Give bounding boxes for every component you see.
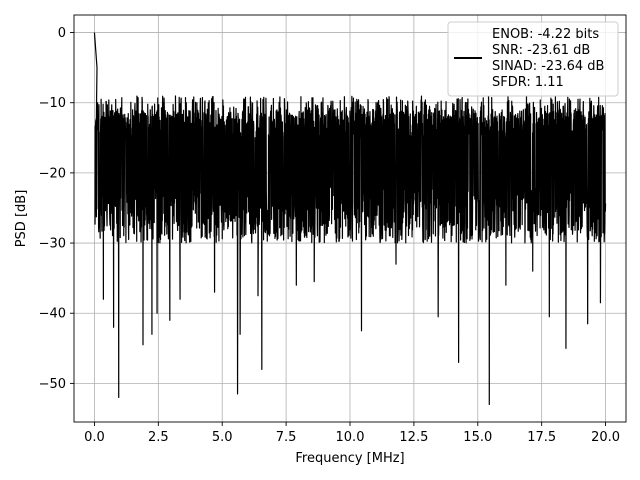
legend-enob: ENOB: -4.22 bits: [492, 27, 599, 42]
x-axis-ticks: 0.0 2.5 5.0 7.5 10.0 12.5 15.0 17.5 20.0: [84, 422, 620, 445]
psd-series: [93, 32, 607, 406]
y-axis-ticks: 0 −10 −20 −30 −40 −50: [39, 26, 74, 392]
psd-series-line: [93, 32, 607, 406]
y-tick-label: −40: [39, 307, 66, 322]
legend-snr: SNR: -23.61 dB: [492, 43, 590, 58]
x-tick-label: 20.0: [591, 430, 620, 445]
y-tick-label: 0: [58, 26, 66, 41]
y-tick-label: −20: [39, 166, 66, 181]
y-tick-label: −30: [39, 237, 66, 252]
x-tick-label: 17.5: [527, 430, 556, 445]
x-tick-label: 0.0: [84, 430, 105, 445]
x-tick-label: 5.0: [212, 430, 233, 445]
legend-sinad: SINAD: -23.64 dB: [492, 59, 604, 74]
y-tick-label: −10: [39, 96, 66, 111]
x-tick-label: 15.0: [463, 430, 492, 445]
y-tick-label: −50: [39, 377, 66, 392]
y-axis-label: PSD [dB]: [14, 190, 29, 248]
legend-sfdr: SFDR: 1.11: [492, 75, 564, 90]
legend-box: [447, 21, 619, 97]
legend: ENOB: -4.22 bits SNR: -23.61 dB SINAD: -…: [447, 21, 619, 97]
x-tick-label: 12.5: [399, 430, 428, 445]
x-tick-label: 2.5: [148, 430, 169, 445]
x-tick-label: 10.0: [336, 430, 365, 445]
x-axis-label: Frequency [MHz]: [295, 451, 404, 466]
x-tick-label: 7.5: [276, 430, 297, 445]
